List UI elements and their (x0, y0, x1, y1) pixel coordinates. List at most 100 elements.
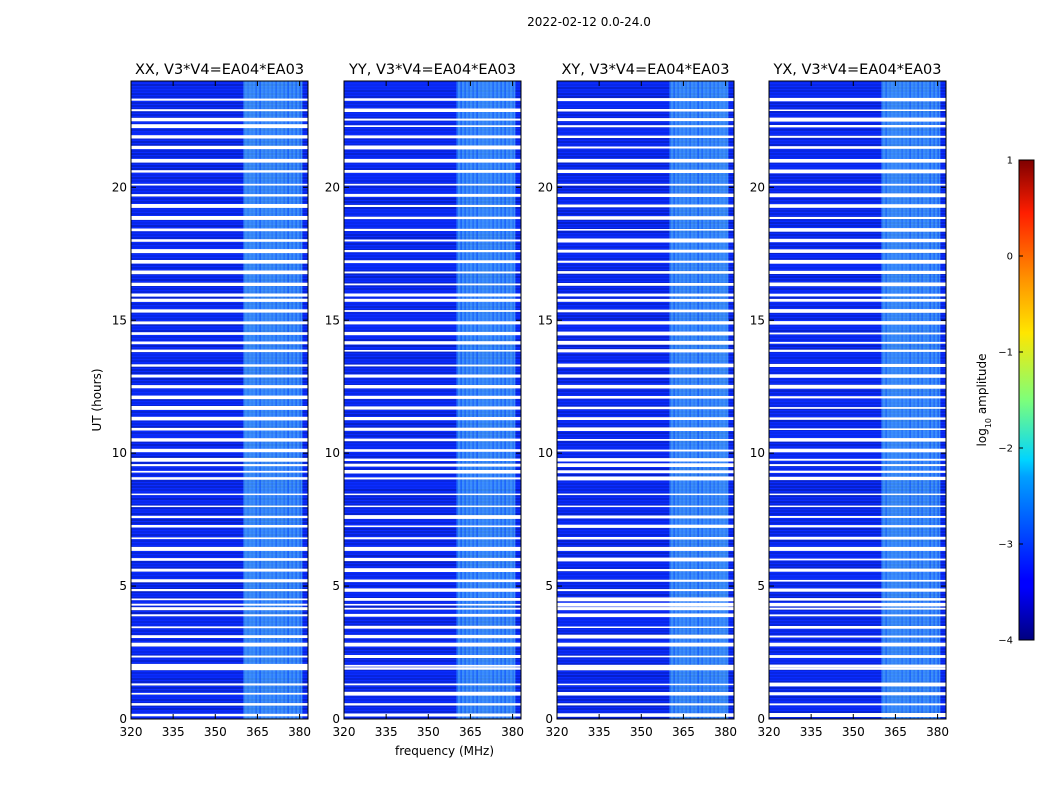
texture-strip (557, 513, 734, 515)
band-column (905, 81, 907, 719)
texture-strip (557, 138, 734, 140)
texture-strip (557, 291, 734, 293)
texture-strip (344, 507, 521, 509)
flagged-row (344, 271, 521, 274)
texture-strip (557, 504, 734, 506)
texture-strip (131, 540, 308, 542)
texture-strip (557, 357, 734, 359)
texture-strip (131, 324, 308, 326)
texture-strip (557, 591, 734, 593)
texture-strip (557, 462, 734, 464)
texture-strip (557, 336, 734, 338)
texture-strip (557, 456, 734, 458)
texture-strip (769, 405, 946, 407)
texture-strip (131, 447, 308, 449)
texture-strip (131, 393, 308, 395)
texture-strip (344, 312, 521, 314)
flagged-row (131, 170, 308, 173)
texture-strip (769, 186, 946, 188)
texture-strip (557, 612, 734, 614)
texture-strip (769, 258, 946, 260)
panel-title: YX, V3*V4=EA04*EA03 (772, 62, 941, 78)
texture-strip (131, 528, 308, 530)
texture-strip (557, 327, 734, 329)
flagged-row (769, 228, 946, 232)
texture-strip (557, 585, 734, 587)
texture-strip (131, 357, 308, 359)
texture-strip (557, 630, 734, 632)
texture-strip (557, 339, 734, 341)
axes-frame (343, 80, 522, 720)
flagged-row (131, 260, 308, 264)
texture-strip (769, 624, 946, 626)
y-tick-label: 15 (750, 313, 765, 327)
band-column (247, 81, 249, 719)
band-column (468, 81, 470, 719)
texture-strip (557, 441, 734, 443)
texture-strip (557, 453, 734, 455)
flagged-row (557, 183, 734, 186)
texture-strip (344, 390, 521, 392)
band-column (496, 81, 498, 719)
texture-strip (344, 540, 521, 542)
texture-strip (131, 639, 308, 641)
texture-strip (769, 717, 946, 719)
texture-strip (344, 639, 521, 641)
texture-strip (769, 600, 946, 602)
texture-strip (557, 84, 734, 86)
texture-strip (557, 534, 734, 536)
texture-strip (344, 129, 521, 131)
texture-strip (131, 474, 308, 476)
texture-strip (131, 132, 308, 134)
texture-strip (557, 567, 734, 569)
x-tick-label: 365 (459, 725, 482, 739)
texture-strip (344, 552, 521, 554)
texture-strip (557, 711, 734, 713)
flagged-row (131, 194, 308, 197)
flagged-row (344, 655, 521, 658)
y-tick-label: 20 (750, 180, 765, 194)
texture-strip (131, 453, 308, 455)
texture-strip (131, 177, 308, 179)
texture-strip (131, 624, 308, 626)
flagged-row (131, 385, 308, 389)
texture-strip (557, 651, 734, 653)
flagged-row (344, 493, 521, 496)
flagged-row (344, 406, 521, 410)
texture-strip (769, 495, 946, 497)
flagged-row (769, 396, 946, 399)
flagged-row (344, 703, 521, 706)
texture-strip (344, 378, 521, 380)
flagged-row (131, 589, 308, 592)
flagged-row (344, 546, 521, 551)
texture-strip (344, 624, 521, 626)
band-column (267, 81, 269, 719)
texture-strip (557, 165, 734, 167)
texture-strip (344, 501, 521, 503)
texture-strip (557, 93, 734, 95)
flagged-row (131, 135, 308, 139)
texture-strip (769, 699, 946, 701)
texture-strip (344, 138, 521, 140)
texture-strip (557, 219, 734, 221)
band-column (893, 81, 895, 719)
texture-strip (344, 681, 521, 683)
texture-strip (131, 594, 308, 596)
flagged-row (769, 193, 946, 198)
texture-strip (344, 468, 521, 470)
texture-strip (344, 633, 521, 635)
band-column (500, 81, 502, 719)
texture-strip (344, 606, 521, 608)
flagged-row (557, 655, 734, 658)
texture-strip (769, 348, 946, 350)
texture-strip (131, 555, 308, 557)
texture-strip (344, 132, 521, 134)
texture-strip (344, 123, 521, 125)
texture-strip (557, 267, 734, 269)
band-column (901, 81, 903, 719)
texture-strip (131, 336, 308, 338)
texture-strip (557, 192, 734, 194)
texture-strip (769, 237, 946, 239)
band-column (259, 81, 261, 719)
texture-strip (344, 630, 521, 632)
